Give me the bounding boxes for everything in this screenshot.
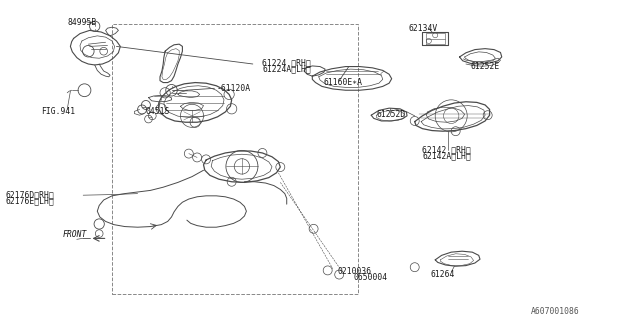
Text: 84995B: 84995B <box>67 18 97 27</box>
Text: FRONT: FRONT <box>63 230 87 239</box>
Text: 62134V: 62134V <box>408 24 438 33</box>
Text: 62176E〈LH〉: 62176E〈LH〉 <box>5 196 54 205</box>
Text: 62142 〈RH〉: 62142 〈RH〉 <box>422 145 471 154</box>
Text: FIG.941: FIG.941 <box>42 108 76 116</box>
Text: 61224 〈RH〉: 61224 〈RH〉 <box>262 59 311 68</box>
Text: 62142A〈LH〉: 62142A〈LH〉 <box>422 151 471 160</box>
Text: 61264: 61264 <box>430 270 454 279</box>
Text: 61224A〈LH〉: 61224A〈LH〉 <box>262 65 311 74</box>
Text: 0210036: 0210036 <box>338 267 372 276</box>
Text: 0650004: 0650004 <box>353 273 387 282</box>
Text: 61160E∗A: 61160E∗A <box>323 78 362 87</box>
Text: A607001086: A607001086 <box>531 308 580 316</box>
Text: 61252D: 61252D <box>376 110 406 119</box>
Text: -61120A: -61120A <box>216 84 250 93</box>
Text: 61252E: 61252E <box>470 62 500 71</box>
Text: 0451S: 0451S <box>146 107 170 116</box>
Bar <box>112 24 358 294</box>
Text: 62176D〈RH〉: 62176D〈RH〉 <box>5 190 54 199</box>
